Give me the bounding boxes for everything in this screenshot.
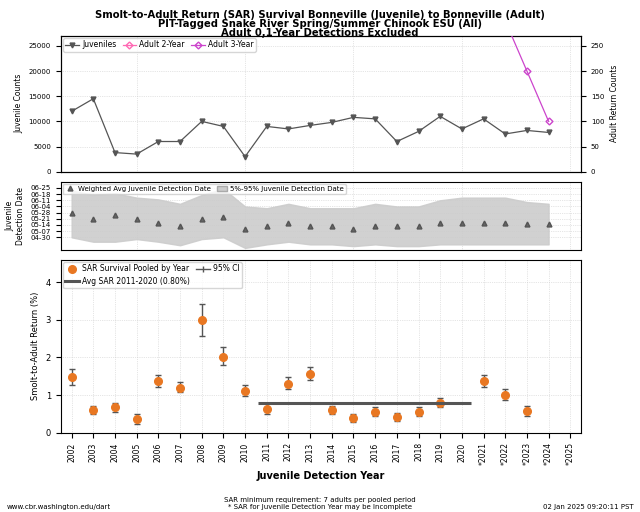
Text: 02 Jan 2025 09:20:11 PST: 02 Jan 2025 09:20:11 PST [543,504,634,510]
Text: Adult 0,1-Year Detections Excluded: Adult 0,1-Year Detections Excluded [221,28,419,38]
Text: SAR minimum requirement: 7 adults per pooled period
* SAR for Juvenile Detection: SAR minimum requirement: 7 adults per po… [224,498,416,510]
Text: PIT-Tagged Snake River Spring/Summer Chinook ESU (All): PIT-Tagged Snake River Spring/Summer Chi… [158,19,482,29]
Legend: Weighted Avg Juvenile Detection Date, 5%-95% Juvenile Detection Date: Weighted Avg Juvenile Detection Date, 5%… [63,184,346,194]
Legend: Juveniles, Adult 2-Year, Adult 3-Year: Juveniles, Adult 2-Year, Adult 3-Year [63,38,256,52]
Legend: SAR Survival Pooled by Year, Avg SAR 2011-2020 (0.80%), 95% CI: SAR Survival Pooled by Year, Avg SAR 201… [63,262,242,288]
X-axis label: Juvenile Detection Year: Juvenile Detection Year [257,471,385,481]
Text: Smolt-to-Adult Return (SAR) Survival Bonneville (Juvenile) to Bonneville (Adult): Smolt-to-Adult Return (SAR) Survival Bon… [95,10,545,20]
Y-axis label: Smolt-to-Adult Return (%): Smolt-to-Adult Return (%) [31,292,40,400]
Y-axis label: Juvenile Counts: Juvenile Counts [14,74,23,134]
Y-axis label: Adult Return Counts: Adult Return Counts [610,65,619,142]
Text: www.cbr.washington.edu/dart: www.cbr.washington.edu/dart [6,504,111,510]
Y-axis label: Juvenile
Detection Date: Juvenile Detection Date [6,187,25,245]
